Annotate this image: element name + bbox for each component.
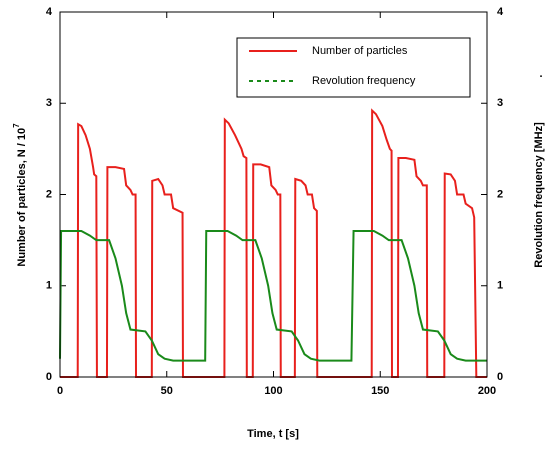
y2-tick-label: 0 <box>497 371 503 383</box>
y-tick-label: 1 <box>46 280 52 292</box>
y2-tick-label: 2 <box>497 188 503 200</box>
series-line <box>60 108 487 378</box>
x-tick-label: 50 <box>161 385 173 397</box>
x-tick-label: 150 <box>371 385 389 397</box>
y-tick-label: 0 <box>46 371 52 383</box>
y-tick-label: 4 <box>46 6 53 18</box>
y-axis-label-sup: 7 <box>12 123 21 128</box>
y-axis-label: Number of particles, N / 107 <box>12 123 28 267</box>
y-axis-label-main: Number of particles, N / 10 <box>16 128 28 267</box>
annotation: . <box>539 68 542 80</box>
legend-box <box>236 37 471 98</box>
legend-label: Revolution frequency <box>312 75 416 87</box>
y2-axis-label: Revolution frequency [MHz] <box>533 122 545 268</box>
y2-tick-label: 4 <box>497 6 504 18</box>
legend-label: Number of particles <box>312 45 408 57</box>
plot-frame <box>59 11 488 378</box>
y2-tick-label: 3 <box>497 97 503 109</box>
x-axis-label: Time, t [s] <box>247 428 299 440</box>
y2-tick-label: 1 <box>497 280 503 292</box>
x-tick-label: 100 <box>264 385 282 397</box>
y-tick-label: 3 <box>46 97 52 109</box>
series-line <box>59 230 487 362</box>
y-tick-label: 2 <box>46 188 52 200</box>
x-tick-label: 0 <box>57 385 63 397</box>
x-tick-label: 200 <box>478 385 496 397</box>
